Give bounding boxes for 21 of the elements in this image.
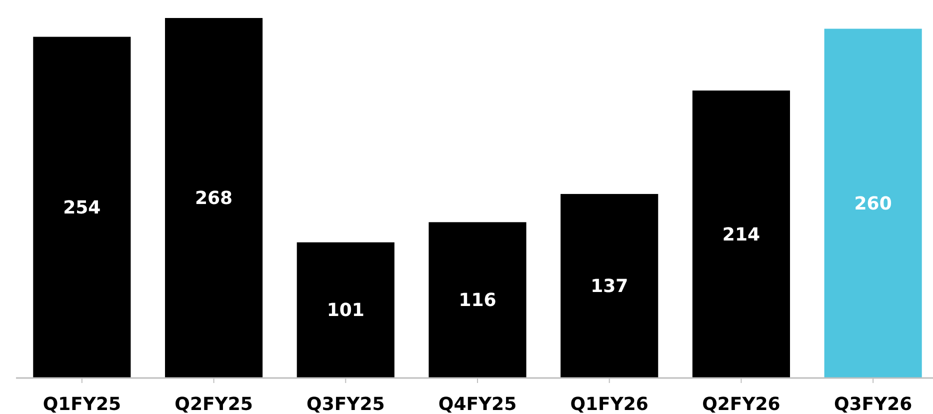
x-tick-label: Q3FY26 — [834, 394, 912, 414]
x-tick-label: Q1FY26 — [570, 394, 648, 414]
x-tick-label: Q3FY25 — [306, 394, 385, 414]
bar — [824, 28, 922, 378]
data-label: 137 — [590, 276, 628, 297]
bar — [692, 90, 790, 378]
bar — [165, 18, 263, 378]
bar — [428, 222, 526, 378]
x-tick-label: Q1FY25 — [42, 394, 122, 414]
data-label: 116 — [458, 290, 496, 312]
data-label: 260 — [854, 193, 892, 214]
bar — [296, 242, 394, 378]
bar — [33, 36, 131, 378]
data-label: 268 — [194, 188, 233, 209]
data-label: 214 — [722, 224, 760, 246]
data-label: 101 — [326, 300, 364, 322]
x-tick-label: Q2FY26 — [702, 394, 780, 414]
data-label: 254 — [63, 197, 101, 218]
bar — [560, 194, 658, 378]
x-tick-label: Q4FY25 — [438, 394, 517, 414]
x-tick-label: Q2FY25 — [174, 394, 253, 414]
